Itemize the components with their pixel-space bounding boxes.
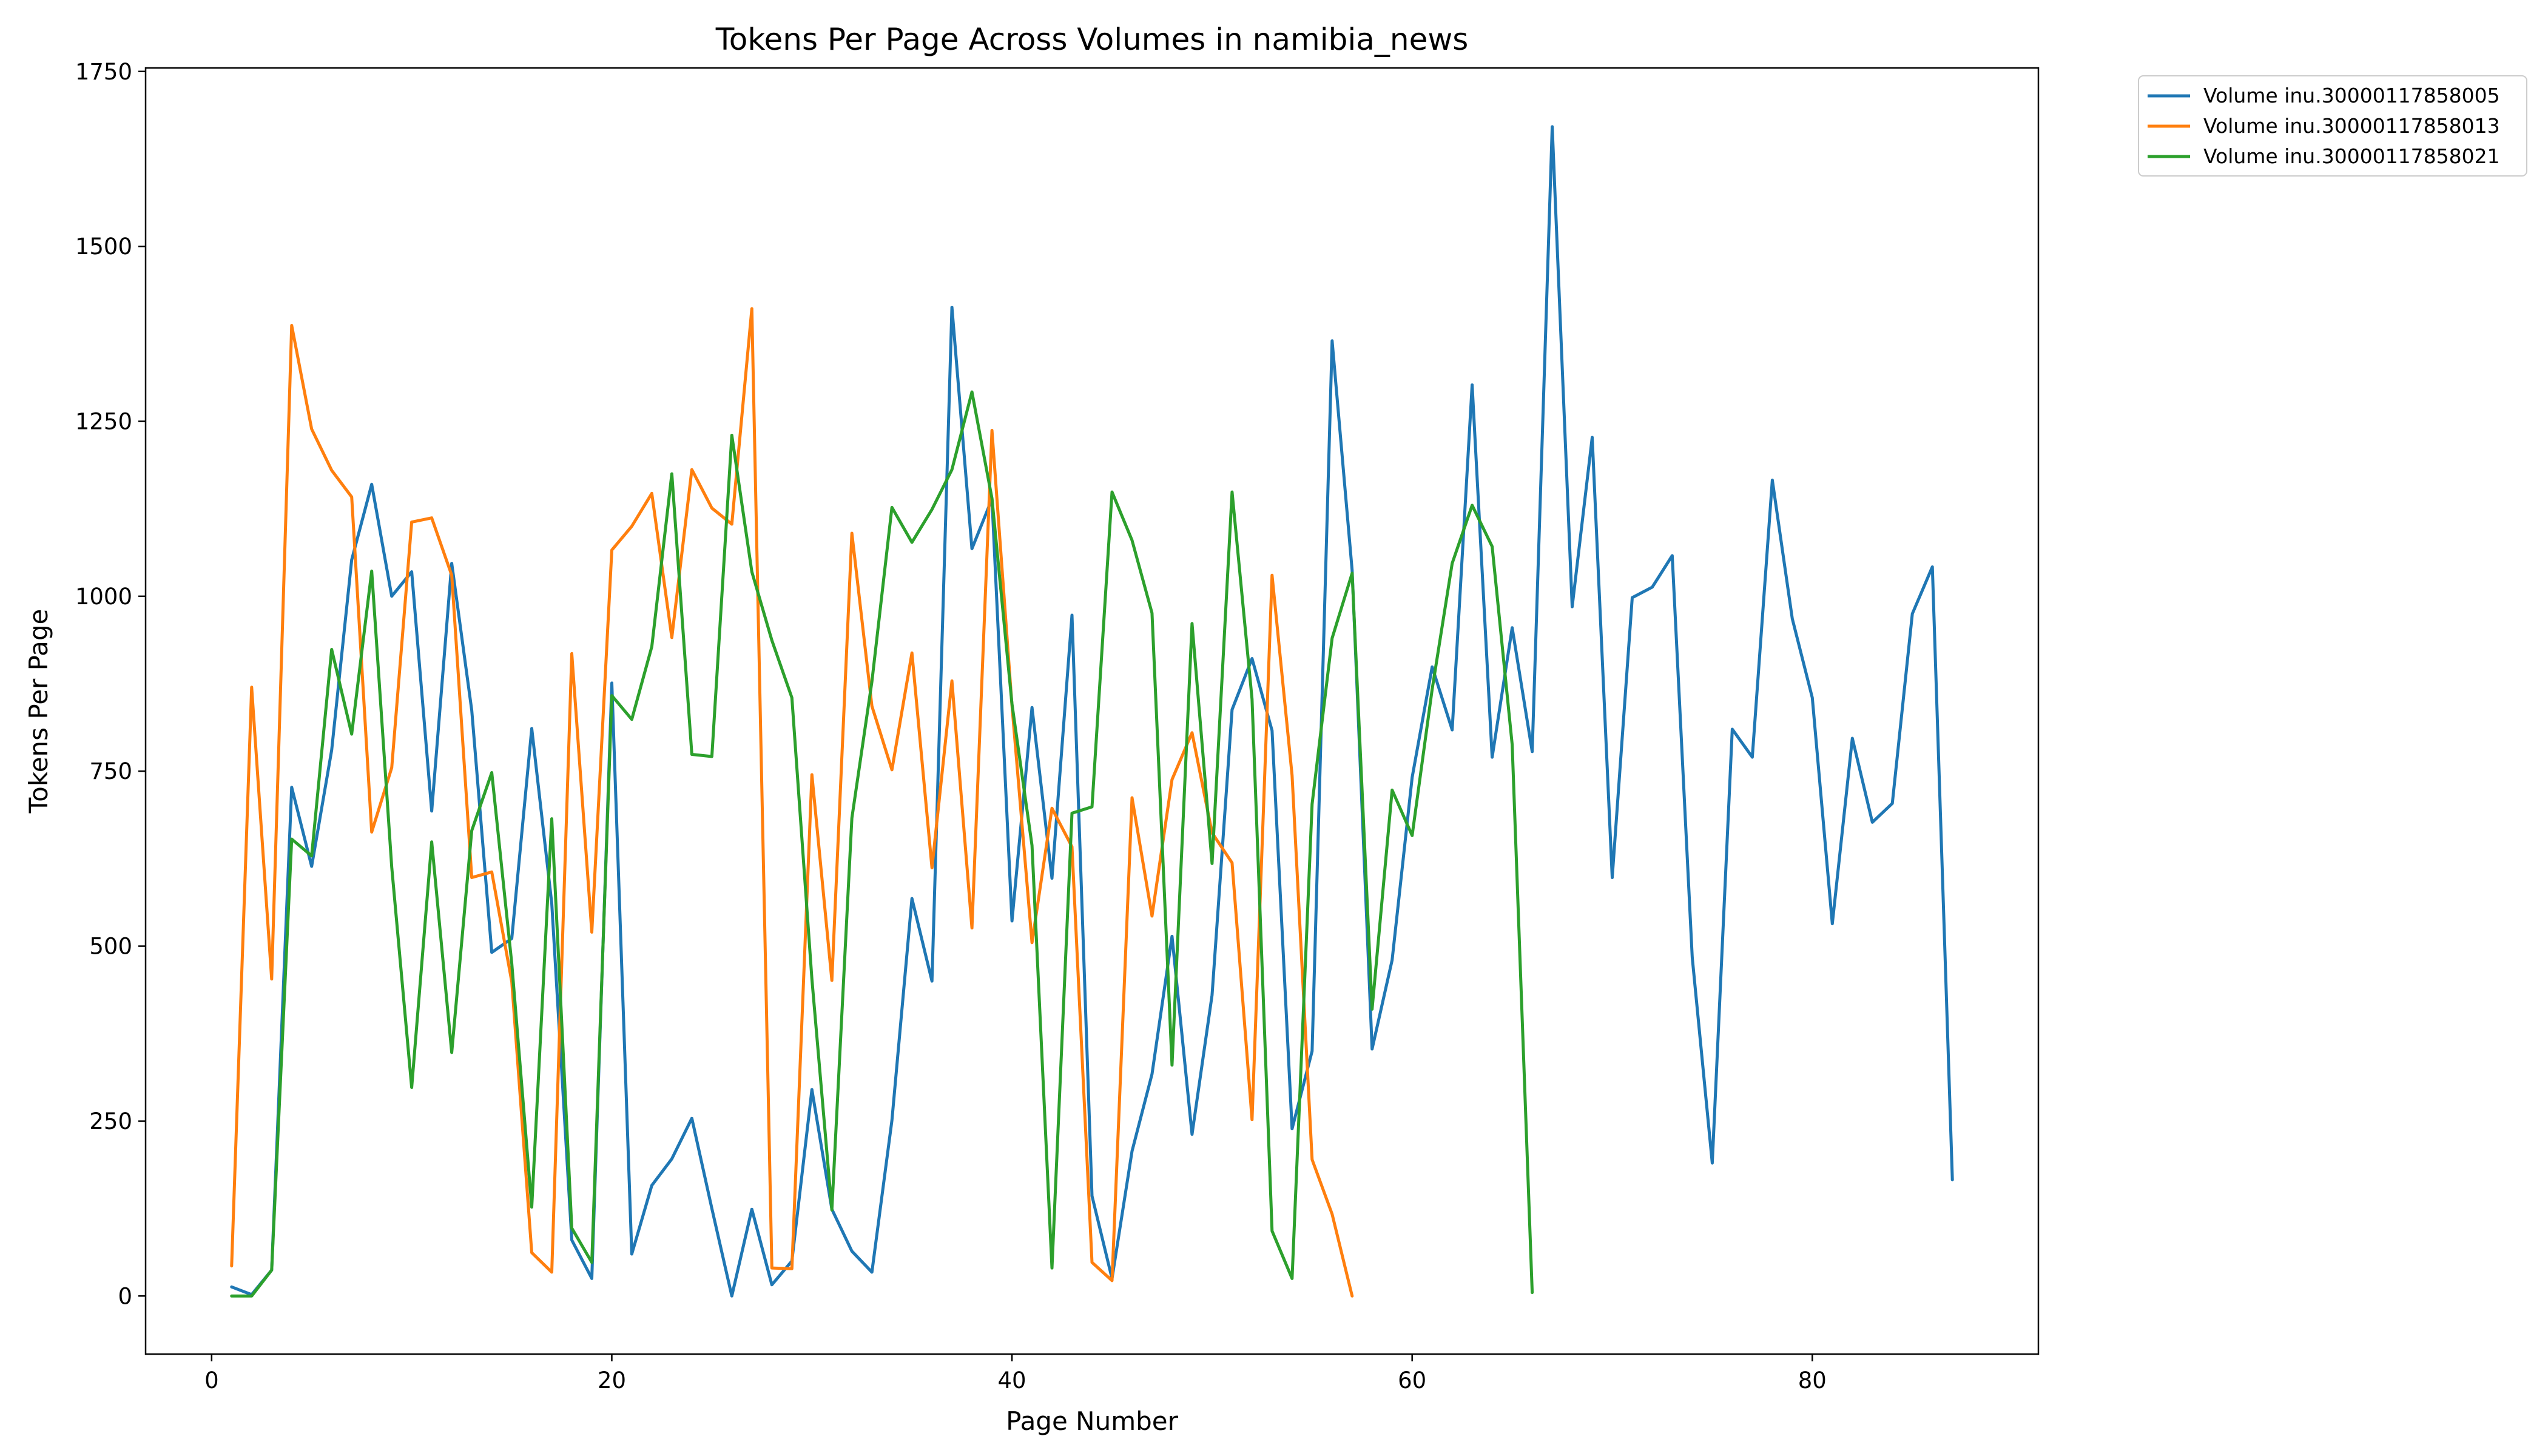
chart-title: Tokens Per Page Across Volumes in namibi…: [715, 22, 1469, 57]
series-line-3: [230, 390, 1534, 1298]
legend-label-3: Volume inu.30000117858021: [2203, 144, 2500, 168]
y-tick-label: 250: [89, 1108, 132, 1134]
legend: Volume inu.30000117858005 Volume inu.3000…: [2138, 75, 2527, 177]
series-line-1: [230, 125, 1954, 1298]
legend-label-1: Volume inu.30000117858005: [2203, 84, 2500, 107]
y-tick-label: 1500: [75, 234, 132, 260]
legend-label-2: Volume inu.30000117858013: [2203, 114, 2500, 138]
x-tick-label: 0: [204, 1367, 219, 1394]
y-axis: 0 250 500 750 1000 1250 1500 1750: [75, 59, 146, 1309]
x-tick-label: 60: [1398, 1367, 1426, 1394]
plot-lines: [230, 125, 1954, 1298]
x-tick-label: 20: [598, 1367, 626, 1394]
plot-frame: [144, 67, 2040, 1355]
y-tick-label: 750: [89, 758, 132, 784]
y-tick-label: 1000: [75, 584, 132, 610]
x-axis: 0 20 40 60 80: [204, 1354, 1827, 1394]
y-axis-label: Tokens Per Page: [24, 609, 53, 814]
y-tick-label: 500: [89, 934, 132, 960]
x-tick-label: 80: [1798, 1367, 1827, 1394]
y-tick-label: 0: [118, 1283, 132, 1309]
series-line-2: [230, 307, 1354, 1298]
y-tick-label: 1750: [75, 59, 132, 85]
x-axis-label: Page Number: [1006, 1406, 1178, 1436]
legend-frame: [2138, 75, 2527, 177]
x-tick-label: 40: [998, 1367, 1026, 1394]
y-tick-label: 1250: [75, 408, 132, 434]
